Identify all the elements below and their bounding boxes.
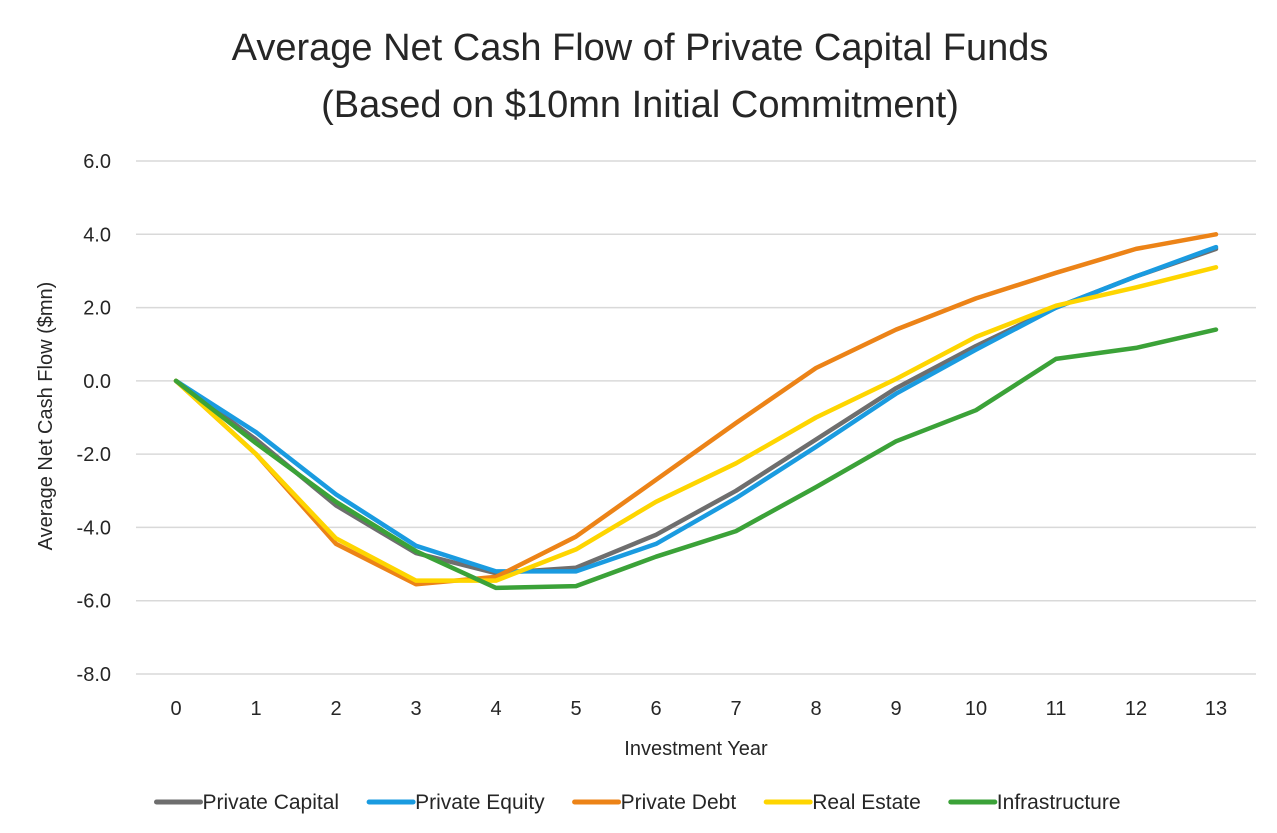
y-tick-label: -4.0	[77, 517, 111, 539]
chart-title: Average Net Cash Flow of Private Capital…	[232, 27, 1049, 69]
legend-item: Real Estate	[763, 791, 921, 814]
y-tick-label: 6.0	[83, 151, 111, 173]
y-tick-label: -2.0	[77, 444, 111, 466]
gridlines	[136, 160, 1256, 675]
y-axis-ticks: 6.0 4.0 2.0 0.0 -2.0 -4.0 -6.0 -8.0	[77, 151, 111, 686]
legend-item: Infrastructure	[948, 791, 1121, 814]
legend-item: Private Capital	[154, 791, 340, 814]
x-tick-label: 1	[250, 698, 261, 720]
series-line-private-debt	[173, 232, 1219, 587]
x-tick-label: 5	[570, 698, 581, 720]
x-axis-ticks: 0 1 2 3 4 5 6 7 8 9 10 11 12 13	[170, 698, 1227, 720]
x-tick-label: 10	[965, 698, 987, 720]
x-tick-label: 13	[1205, 698, 1227, 720]
x-axis-title: Investment Year	[624, 738, 768, 760]
chart-subtitle: (Based on $10mn Initial Commitment)	[321, 84, 959, 126]
x-tick-label: 4	[490, 698, 501, 720]
legend-item: Private Debt	[572, 791, 737, 814]
x-tick-label: 9	[890, 698, 901, 720]
y-tick-label: 2.0	[83, 298, 111, 320]
legend-label: Private Equity	[415, 791, 545, 814]
legend-label: Real Estate	[812, 791, 921, 814]
series-line-private-capital	[173, 246, 1219, 576]
x-tick-label: 7	[730, 698, 741, 720]
y-tick-label: 4.0	[83, 224, 111, 246]
x-tick-label: 8	[810, 698, 821, 720]
legend: Private Capital Private Equity Private Deb…	[154, 791, 1121, 814]
x-tick-label: 0	[170, 698, 181, 720]
legend-label: Private Capital	[203, 791, 340, 814]
y-tick-label: 0.0	[83, 371, 111, 393]
x-tick-label: 3	[410, 698, 421, 720]
x-tick-label: 2	[330, 698, 341, 720]
legend-item: Private Equity	[366, 791, 545, 814]
y-tick-label: -8.0	[77, 664, 111, 686]
series-line-real-estate	[173, 265, 1219, 583]
x-tick-label: 6	[650, 698, 661, 720]
x-tick-label: 12	[1125, 698, 1147, 720]
legend-label: Infrastructure	[997, 791, 1121, 814]
y-tick-label: -6.0	[77, 591, 111, 613]
y-axis-title: Average Net Cash Flow ($mn)	[35, 282, 57, 551]
series-line-infrastructure	[173, 327, 1219, 591]
series-lines	[173, 232, 1219, 591]
legend-label: Private Debt	[621, 791, 737, 814]
series-line-private-equity	[173, 244, 1219, 574]
x-tick-label: 11	[1046, 698, 1067, 720]
